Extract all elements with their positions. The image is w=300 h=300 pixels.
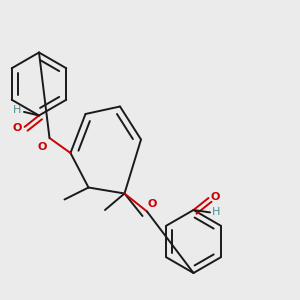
Text: O: O [148, 199, 157, 209]
Text: O: O [12, 123, 22, 134]
Text: H: H [212, 207, 220, 218]
Text: O: O [38, 142, 47, 152]
Text: O: O [211, 192, 220, 203]
Text: H: H [13, 105, 22, 116]
